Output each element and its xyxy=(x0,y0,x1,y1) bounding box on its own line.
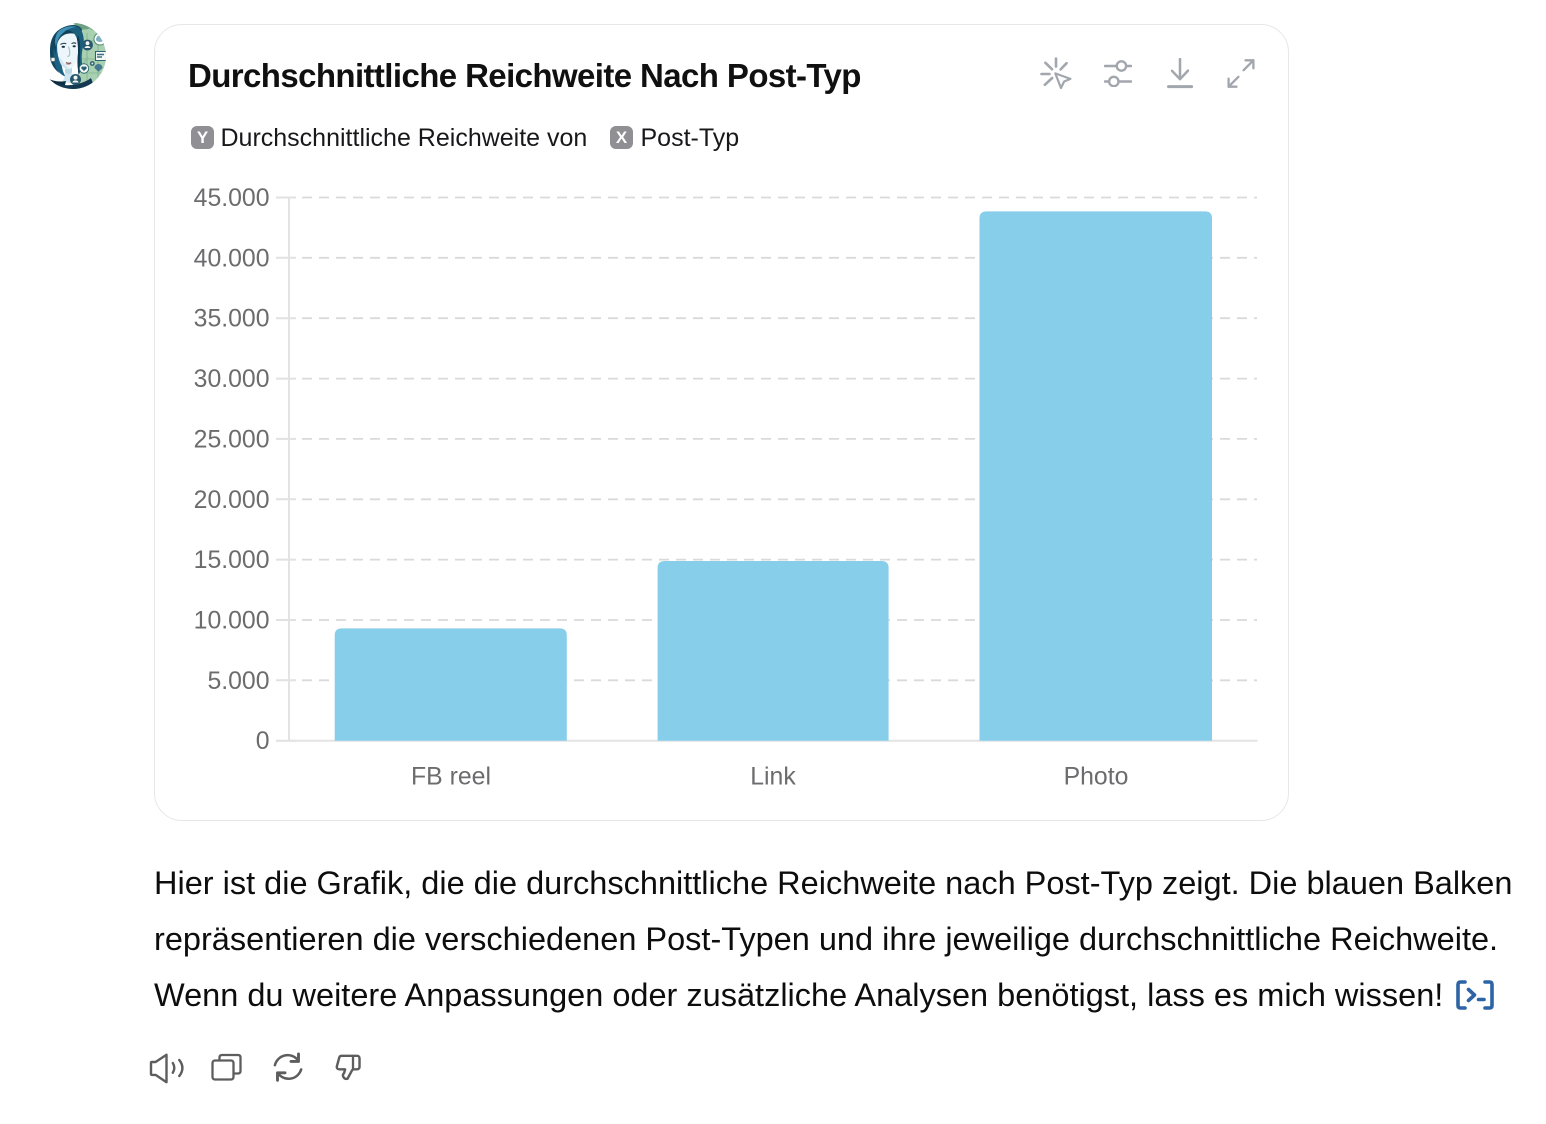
svg-text:30.000: 30.000 xyxy=(194,366,270,393)
svg-text:20.000: 20.000 xyxy=(194,487,270,514)
svg-text:10.000: 10.000 xyxy=(194,608,270,635)
svg-text:40.000: 40.000 xyxy=(194,245,270,272)
svg-text:5.000: 5.000 xyxy=(207,668,269,695)
svg-text:35.000: 35.000 xyxy=(194,306,270,333)
svg-text:Photo: Photo xyxy=(1064,764,1129,791)
svg-text:15.000: 15.000 xyxy=(194,547,270,574)
svg-text:0: 0 xyxy=(256,728,270,755)
svg-text:FB reel: FB reel xyxy=(411,764,491,791)
svg-text:45.000: 45.000 xyxy=(194,185,270,212)
svg-text:25.000: 25.000 xyxy=(194,426,270,453)
svg-text:Link: Link xyxy=(750,764,796,791)
